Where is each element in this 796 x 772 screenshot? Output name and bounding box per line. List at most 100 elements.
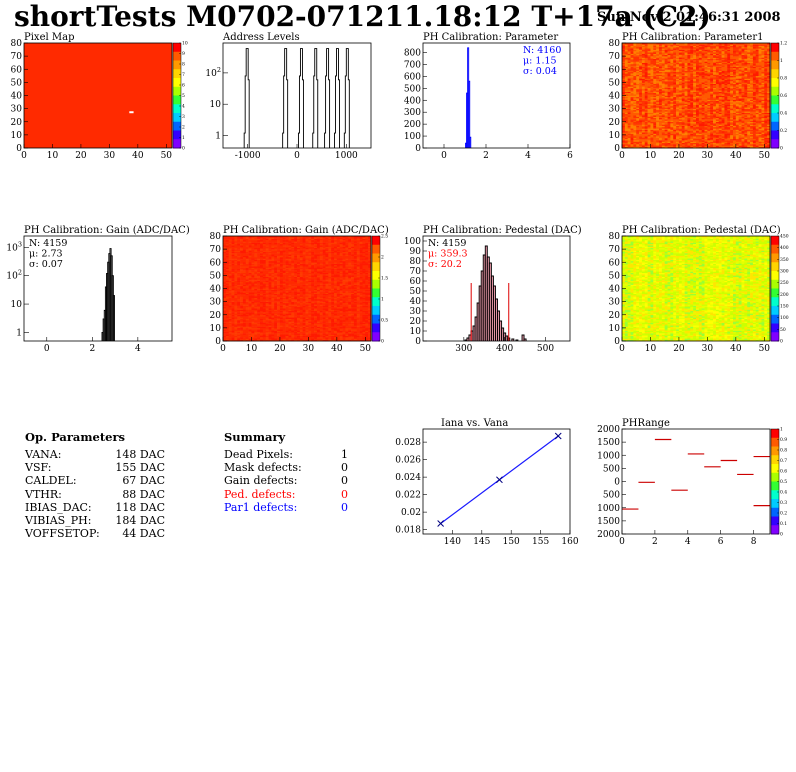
heatmap-cell [641,78,646,81]
heatmap-cell [644,113,648,116]
heatmap-cell [701,95,705,98]
heatmap-cell [678,128,683,130]
heatmap-cell [636,111,640,113]
heatmap-cell [647,90,651,92]
dead-pixel [129,111,134,114]
heatmap-cell [633,115,637,117]
heatmap-cell [707,52,711,54]
heatmap-cell [710,82,714,84]
heatmap-cell [733,69,737,71]
heatmap-cell [698,99,702,102]
heatmap-cell [721,115,725,117]
heatmap-cell [715,86,720,88]
heatmap-cell [704,96,708,99]
heatmap-cell [647,109,651,112]
heatmap-cell [622,106,626,108]
heatmap-cell [656,81,660,83]
heatmap-cell [673,99,677,102]
heatmap-cell [641,66,646,69]
heatmap-cell [733,117,737,120]
heatmap-cell [678,121,683,124]
heatmap-cell [713,136,717,138]
heatmap-cell [633,88,637,91]
heatmap-cell [724,79,728,82]
heatmap-cell [693,144,697,146]
heatmap-cell [715,107,720,109]
heatmap-cell [730,74,734,77]
heatmap-cell [730,54,734,57]
heatmap-cell [735,107,739,109]
heatmap-cell [696,104,700,107]
heatmap-cell [704,75,708,78]
heatmap-cell [690,56,694,58]
tick-label: 70 [11,52,23,62]
heatmap-cell [627,146,631,149]
heatmap-cell [681,146,685,149]
heatmap-cell [704,123,708,125]
heatmap-cell [667,87,671,90]
heatmap-cell [713,67,717,70]
heatmap-cell [636,67,640,70]
heatmap-cell [644,127,648,129]
heatmap-cell [633,111,637,113]
heatmap-cell [661,130,665,133]
heatmap-cell [659,119,663,121]
heatmap-cell [673,125,677,128]
heatmap-cell [724,66,728,69]
heatmap-cell [647,45,651,48]
heatmap-cell [627,74,631,77]
heatmap-cell [710,134,714,137]
heatmap-cell [673,145,677,147]
heatmap-cell [678,75,683,78]
heatmap-cell [710,128,714,130]
heatmap-cell [676,125,680,128]
heatmap-cell [664,116,668,119]
heatmap-cell [713,141,717,144]
heatmap-cell [650,140,654,142]
heatmap-cell [673,73,677,75]
heatmap-cell [735,83,739,86]
heatmap-cell [667,70,671,73]
heatmap-cell [701,104,705,107]
heatmap-cell [644,81,648,83]
heatmap-cell [701,91,705,94]
heatmap-cell [696,134,700,137]
heatmap-cell [701,116,705,119]
heatmap-cell [687,121,691,124]
heatmap-cell [647,44,651,46]
heatmap-cell [673,111,677,113]
heatmap-cell [693,103,697,105]
heatmap-cell [661,54,665,57]
heatmap-cell [693,137,697,140]
heatmap-cell [715,115,720,117]
heatmap-cell [741,129,745,132]
heatmap-cell [741,146,745,149]
heatmap-cell [738,115,742,117]
heatmap-cell [636,44,640,46]
heatmap-cell [670,81,674,83]
heatmap-cell [704,74,708,77]
heatmap-cell [730,120,734,123]
heatmap-cell [724,54,728,57]
heatmap-cell [676,60,680,62]
heatmap-cell [690,96,694,99]
heatmap-cell [713,146,717,149]
heatmap-cell [667,94,671,96]
colorbar-cell [771,51,779,61]
heatmap-cell [627,137,631,140]
heatmap-cell [639,98,643,100]
heatmap-cell [673,85,677,87]
heatmap-cell [741,81,745,83]
heatmap-cell [724,140,728,142]
heatmap-cell [684,103,688,105]
heatmap-cell [710,100,714,103]
heatmap-cell [713,90,717,92]
heatmap-cell [647,124,651,126]
heatmap-cell [653,96,657,99]
heatmap-cell [687,82,691,84]
heatmap-cell [622,117,626,120]
heatmap-cell [687,83,691,86]
heatmap-cell [630,92,634,95]
heatmap-cell [664,78,668,81]
heatmap-cell [676,108,680,111]
